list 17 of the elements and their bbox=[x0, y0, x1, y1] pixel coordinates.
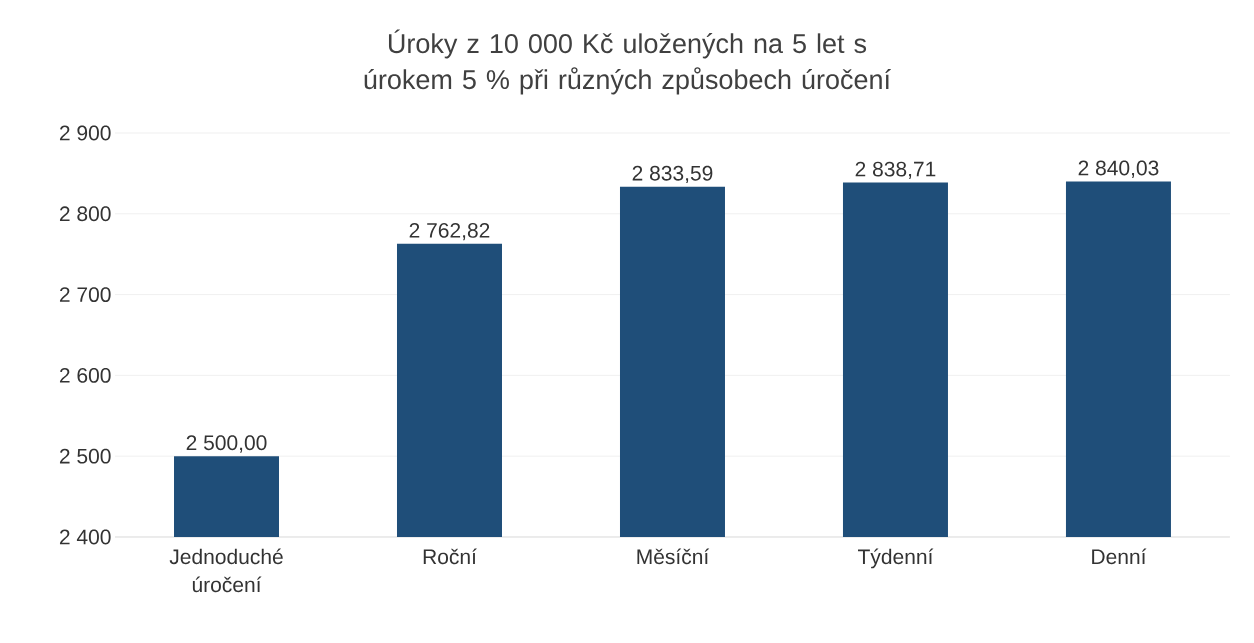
y-tick-label: 2 800 bbox=[59, 206, 111, 222]
chart-title: Úroky z 10 000 Kč uložených na 5 let s úrokem 5 % při různých způsobech úročení bbox=[364, 29, 891, 95]
x-tick-label: Roční bbox=[423, 548, 477, 565]
data-label: 2 762,82 bbox=[409, 222, 490, 241]
y-tick-label: 2 400 bbox=[59, 529, 111, 545]
data-label: 2 840,03 bbox=[1078, 160, 1159, 178]
y-tick-label: 2 900 bbox=[59, 125, 111, 141]
y-tick-label: 2 600 bbox=[59, 367, 111, 383]
data-label: 2 838,71 bbox=[855, 161, 936, 179]
x-tick-label: Měsíční bbox=[637, 548, 710, 565]
x-tick-label: Denní bbox=[1092, 548, 1147, 565]
data-label: 2 500,00 bbox=[186, 435, 267, 453]
y-tick-label: 2 700 bbox=[59, 287, 111, 303]
data-label: 2 833,59 bbox=[632, 165, 713, 184]
y-tick-label: 2 500 bbox=[59, 448, 111, 464]
x-tick-label: Týdenní bbox=[858, 548, 934, 569]
x-tick-label: Jednoduché úročení bbox=[169, 548, 283, 593]
